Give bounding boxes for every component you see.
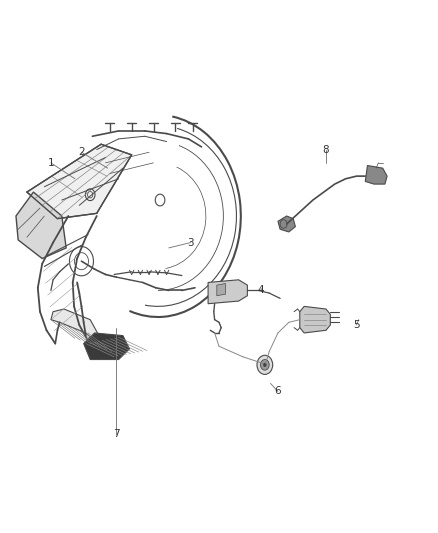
- Polygon shape: [51, 309, 99, 341]
- Polygon shape: [84, 333, 130, 360]
- Text: 8: 8: [323, 144, 329, 155]
- Polygon shape: [365, 165, 387, 184]
- Polygon shape: [300, 306, 330, 333]
- Text: 1: 1: [48, 158, 54, 168]
- Polygon shape: [217, 284, 226, 296]
- Circle shape: [257, 356, 273, 374]
- Polygon shape: [208, 280, 247, 304]
- Polygon shape: [278, 216, 295, 232]
- Circle shape: [261, 360, 269, 370]
- Text: 2: 2: [78, 147, 85, 157]
- Text: 7: 7: [113, 429, 120, 439]
- Polygon shape: [27, 144, 132, 219]
- Text: 3: 3: [187, 238, 194, 247]
- Polygon shape: [16, 192, 66, 259]
- Text: 4: 4: [257, 286, 264, 295]
- Text: 5: 5: [353, 320, 360, 330]
- Circle shape: [263, 363, 267, 367]
- Text: 6: 6: [275, 386, 281, 397]
